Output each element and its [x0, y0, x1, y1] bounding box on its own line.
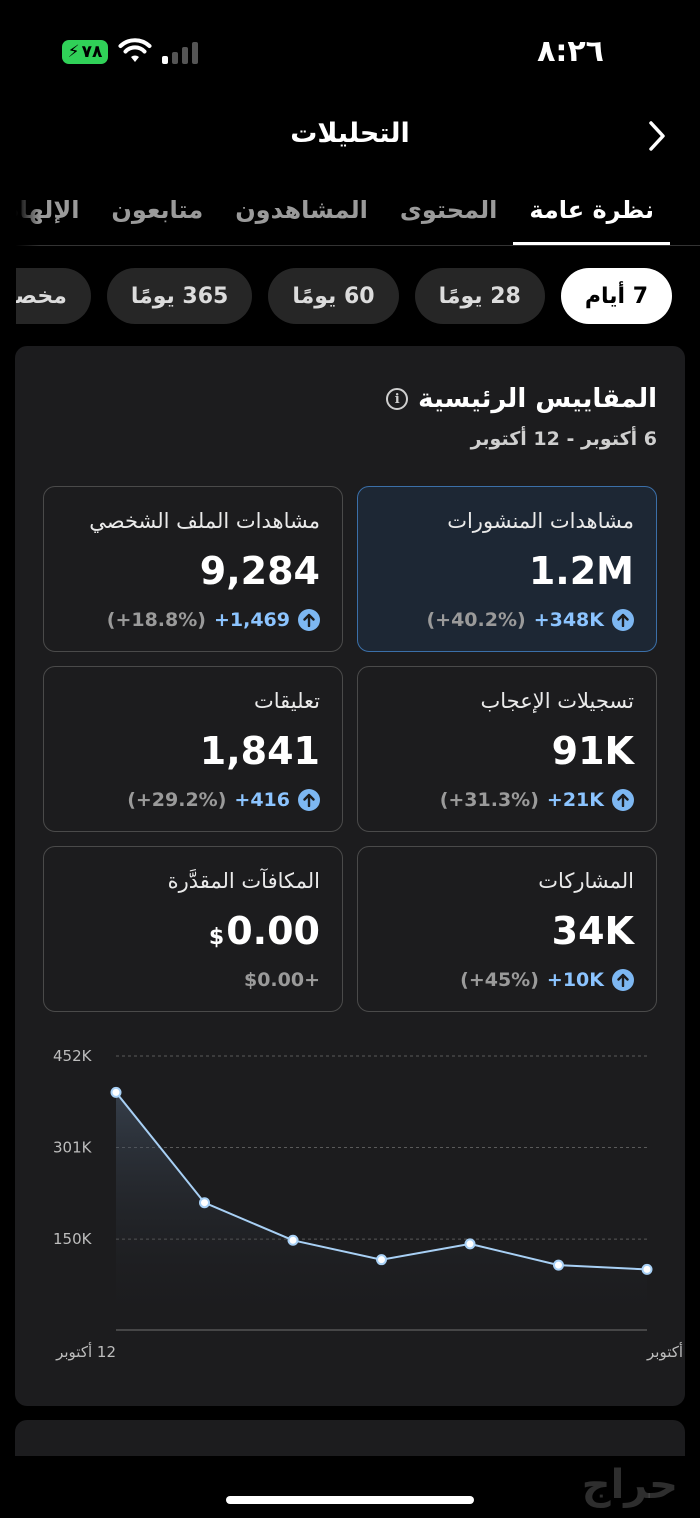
arrow-up-icon	[612, 789, 634, 811]
arrow-up-icon	[612, 969, 634, 991]
metric-value: 1.2M	[528, 549, 634, 593]
watermark-logo: حراج	[581, 1462, 678, 1508]
metric-value: 1,841	[199, 729, 320, 773]
header: التحليلات	[0, 108, 700, 164]
chart-data-point[interactable]	[199, 1197, 210, 1209]
y-tick-label: 150K	[53, 1230, 93, 1248]
chart-data-point[interactable]	[110, 1086, 122, 1098]
change-absolute: +21K	[546, 789, 604, 811]
metric-shares[interactable]: المشاركات 34K +10K (+45%)	[357, 846, 657, 1012]
chart-data-point[interactable]	[553, 1259, 564, 1271]
change-absolute: +$0.00	[243, 969, 320, 991]
date-range-chips: 7 أيام 28 يومًا 60 يومًا 365 يومًا مخصص	[0, 268, 700, 326]
page-title: التحليلات	[290, 118, 410, 149]
chips-edge	[0, 268, 16, 326]
metric-post-views[interactable]: مشاهدات المنشورات 1.2M +348K (+40.2%)	[357, 486, 657, 652]
x-label-start: 6 أكتوبر	[646, 1342, 685, 1361]
metric-value: 9,284	[199, 549, 320, 593]
post-views-chart: 452K 301K 150K 6 أكتوبر 12 أكتوبر	[53, 1047, 685, 1361]
tab-scroll-fade	[0, 180, 40, 246]
arrow-up-icon	[298, 609, 320, 631]
arrow-up-icon	[298, 789, 320, 811]
change-percent: (+18.8%)	[106, 609, 206, 631]
chip-60-days[interactable]: 60 يومًا	[268, 268, 399, 324]
date-range-label: 6 أكتوبر - 12 أكتوبر	[470, 428, 657, 450]
metric-label: تسجيلات الإعجاب	[480, 689, 634, 713]
chart-data-point[interactable]	[287, 1234, 299, 1246]
tab-overview[interactable]: نظرة عامة	[513, 180, 670, 245]
tab-content[interactable]: المحتوى	[399, 196, 498, 224]
change-absolute: +348K	[533, 609, 604, 631]
metric-value-row: 91K	[358, 729, 634, 775]
change-percent: (+45%)	[460, 969, 539, 991]
chart-data-point[interactable]	[376, 1254, 387, 1266]
metric-value-row: 1,841	[44, 729, 320, 775]
metric-change: +21K (+31.3%)	[358, 789, 634, 811]
tab-viewers[interactable]: المشاهدون	[235, 196, 368, 224]
status-bar: ⚡ ٧٨ ٨:٢٦	[0, 0, 700, 100]
metric-label: مشاهدات المنشورات	[447, 509, 634, 533]
wifi-icon	[118, 38, 152, 68]
metric-value-row: $ 0.00	[44, 909, 320, 955]
chevron-right-icon	[649, 121, 665, 151]
metric-change: +$0.00	[44, 969, 320, 991]
y-tick-label: 452K	[53, 1047, 93, 1065]
chip-365-days[interactable]: 365 يومًا	[106, 268, 253, 324]
metric-change: +348K (+40.2%)	[358, 609, 634, 631]
x-label-end: 12 أكتوبر	[55, 1342, 116, 1361]
metric-estimated-rewards[interactable]: المكافآت المقدَّرة $ 0.00 +$0.00	[43, 846, 343, 1012]
change-absolute: +1,469	[213, 609, 290, 631]
currency-symbol: $	[208, 925, 225, 950]
status-time: ٨:٢٦	[537, 34, 604, 69]
tab-bar: نظرة عامة المحتوى المشاهدون متابعون الإل…	[0, 180, 700, 246]
metric-change: +1,469 (+18.8%)	[44, 609, 320, 631]
home-indicator[interactable]	[226, 1496, 474, 1504]
metric-comments[interactable]: تعليقات 1,841 +416 (+29.2%)	[43, 666, 343, 832]
tab-followers[interactable]: متابعون	[111, 196, 204, 224]
change-absolute: +416	[234, 789, 290, 811]
bottom-area	[0, 1456, 700, 1518]
battery-icon: ⚡ ٧٨	[62, 40, 108, 64]
change-absolute: +10K	[546, 969, 604, 991]
back-button[interactable]	[640, 116, 674, 156]
metric-value: 0.00	[226, 909, 320, 953]
metric-label: المكافآت المقدَّرة	[167, 869, 320, 893]
metric-change: +416 (+29.2%)	[44, 789, 320, 811]
card-title: المقاييس الرئيسية	[418, 384, 657, 414]
chart-area-fill	[116, 1092, 647, 1330]
metric-value: 34K	[551, 909, 634, 953]
charging-bolt-icon: ⚡	[67, 42, 80, 62]
y-tick-label: 301K	[53, 1139, 93, 1157]
metric-value-row: 1.2M	[358, 549, 634, 595]
metric-change: +10K (+45%)	[358, 969, 634, 991]
metric-profile-views[interactable]: مشاهدات الملف الشخصي 9,284 +1,469 (+18.8…	[43, 486, 343, 652]
chip-28-days[interactable]: 28 يومًا	[414, 268, 545, 324]
metric-label: تعليقات	[253, 689, 320, 713]
change-percent: (+40.2%)	[426, 609, 526, 631]
cell-signal-icon	[162, 40, 198, 64]
info-icon[interactable]: i	[386, 388, 409, 410]
card-title-row: المقاييس الرئيسية i	[386, 384, 657, 414]
metric-value-row: 9,284	[44, 549, 320, 595]
metric-value: 91K	[551, 729, 634, 773]
chart-data-point[interactable]	[641, 1263, 653, 1275]
metric-label: المشاركات	[538, 869, 634, 893]
battery-level: ٧٨	[81, 42, 103, 62]
change-percent: (+29.2%)	[127, 789, 227, 811]
chip-7-days[interactable]: 7 أيام	[560, 268, 672, 324]
change-percent: (+31.3%)	[439, 789, 539, 811]
arrow-up-icon	[612, 609, 634, 631]
metric-value-row: 34K	[358, 909, 634, 955]
chart-data-point[interactable]	[464, 1238, 476, 1250]
metric-likes[interactable]: تسجيلات الإعجاب 91K +21K (+31.3%)	[357, 666, 657, 832]
metric-label: مشاهدات الملف الشخصي	[89, 509, 320, 533]
